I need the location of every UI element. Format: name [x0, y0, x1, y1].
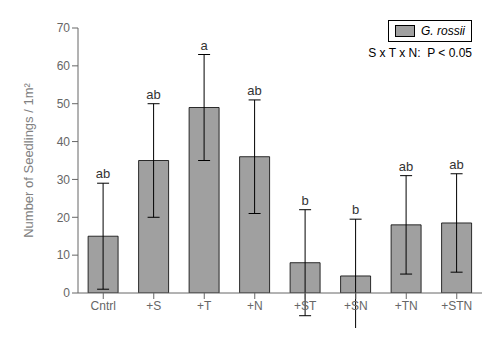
svg-text:50: 50 — [57, 97, 71, 111]
svg-text:10: 10 — [57, 248, 71, 262]
svg-text:20: 20 — [57, 211, 71, 225]
svg-text:+STN: +STN — [441, 299, 472, 313]
svg-text:+T: +T — [197, 299, 212, 313]
html-text:S x T x N: P < 0.05: S x T x N: P < 0.05 — [368, 46, 472, 60]
svg-text:+N: +N — [247, 299, 263, 313]
svg-text:+SN: +SN — [344, 299, 368, 313]
svg-text:60: 60 — [57, 59, 71, 73]
svg-text:+ST: +ST — [294, 299, 317, 313]
svg-text:+TN: +TN — [395, 299, 418, 313]
svg-text:ab: ab — [146, 87, 160, 102]
svg-text:0: 0 — [63, 286, 70, 300]
svg-text:Cntrl: Cntrl — [91, 299, 116, 313]
svg-text:+S: +S — [146, 299, 161, 313]
svg-text:ab: ab — [399, 159, 413, 174]
svg-text:a: a — [200, 38, 208, 53]
svg-text:ab: ab — [247, 83, 261, 98]
svg-text:30: 30 — [57, 173, 71, 187]
svg-text:ab: ab — [449, 157, 463, 172]
html-text:G. rossii: G. rossii — [421, 24, 465, 38]
svg-text:b: b — [301, 193, 308, 208]
svg-text:b: b — [352, 202, 359, 217]
svg-text:ab: ab — [96, 166, 110, 181]
svg-text:70: 70 — [57, 21, 71, 35]
svg-text:40: 40 — [57, 135, 71, 149]
svg-text:Number of Seedlings / 1m²: Number of Seedlings / 1m² — [21, 83, 36, 238]
